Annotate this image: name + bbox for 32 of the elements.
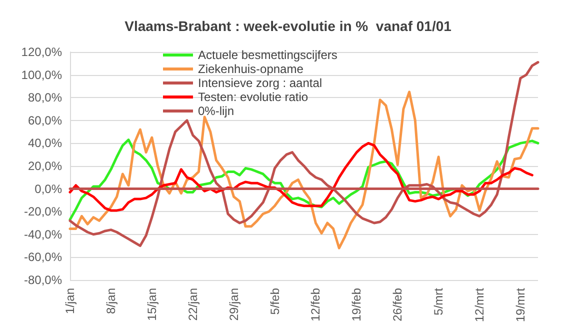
x-tick-label: 26/feb	[390, 288, 405, 322]
y-tick-label: 100,0%	[21, 68, 62, 82]
x-tick-label: 8/jan	[104, 288, 118, 314]
y-tick-label: 120,0%	[21, 45, 62, 59]
x-tick-label: 22/jan	[186, 288, 200, 321]
y-tick-label: -20,0%	[24, 204, 62, 219]
x-tick-label: 12/mrt	[472, 287, 486, 322]
y-tick-label: -40,0%	[24, 227, 62, 242]
x-tick-label: 29/jan	[226, 288, 241, 321]
legend-label: Intensieve zorg : aantal	[198, 76, 322, 90]
x-tick-label: 1/jan	[63, 288, 77, 314]
legend-label: Actuele besmettingscijfers	[198, 48, 338, 62]
y-tick-label: 80,0%	[28, 90, 62, 105]
x-tick-label: 19/mrt	[513, 287, 528, 322]
y-tick-label: 40,0%	[28, 136, 62, 150]
x-tick-label: 5/mrt	[432, 287, 446, 316]
x-tick-label: 15/jan	[144, 288, 159, 321]
line-series	[68, 90, 540, 250]
y-tick-label: 60,0%	[28, 113, 62, 128]
x-tick-label: 19/feb	[350, 288, 364, 322]
y-tick-label: -60,0%	[24, 250, 62, 264]
line-series	[68, 142, 534, 212]
legend-label: 0%-lijn	[198, 104, 234, 118]
x-tick-label: 12/feb	[308, 288, 323, 322]
y-tick-label: -80,0%	[24, 272, 62, 287]
legend-label: Ziekenhuis-opname	[198, 62, 304, 76]
line-series	[68, 61, 540, 248]
y-tick-label: 20,0%	[28, 158, 62, 173]
legend-label: Testen: evolutie ratio	[198, 90, 308, 104]
x-tick-label: 5/feb	[268, 288, 282, 315]
chart-title: Vlaams-Brabant : week-evolutie in % vanaf 01/01	[124, 18, 452, 34]
y-tick-label: 0,0%	[34, 182, 62, 196]
